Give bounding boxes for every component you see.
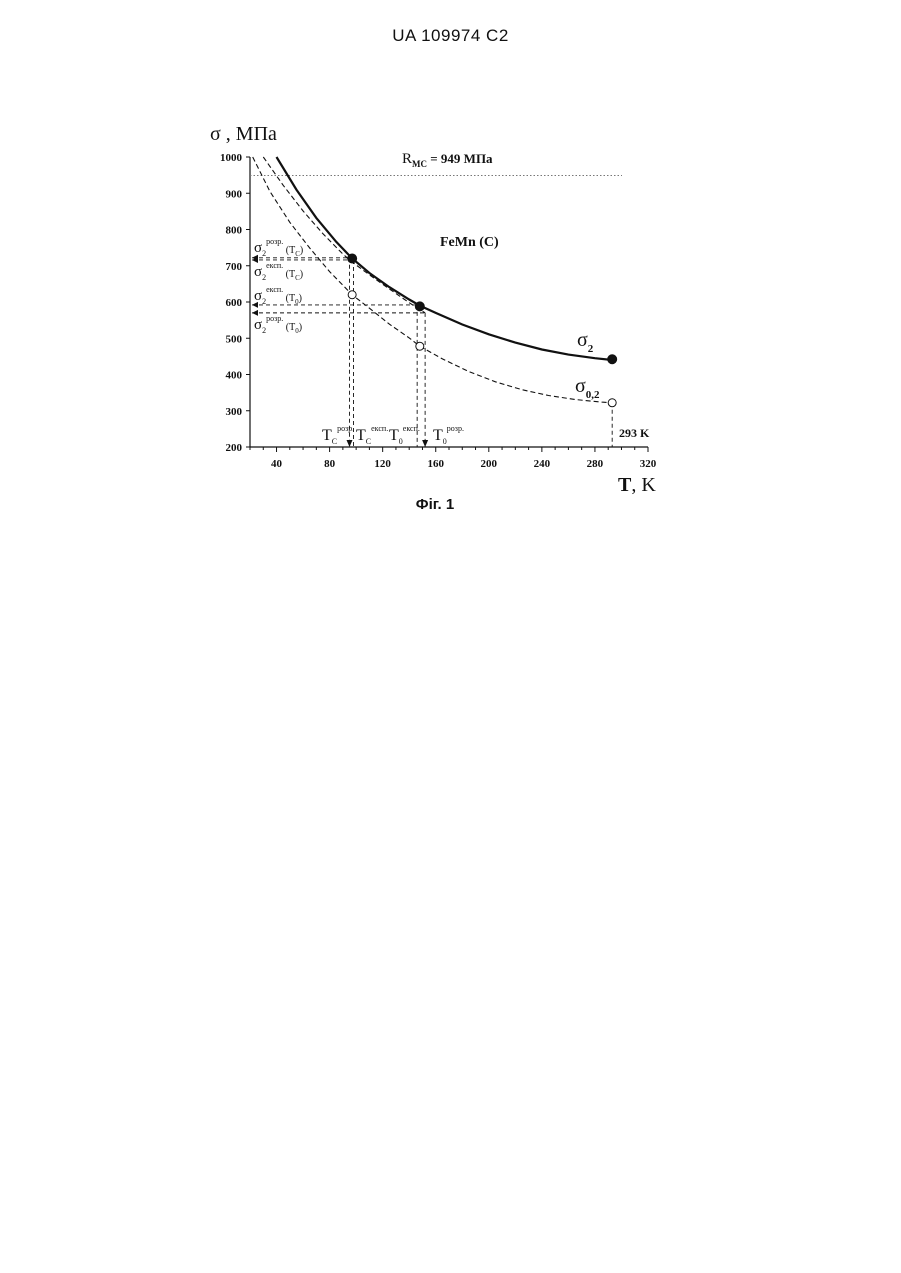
guide-label: T0розр.: [433, 424, 464, 446]
data-point-open: [416, 342, 424, 350]
x-tick-label: 160: [427, 458, 444, 470]
guide-arrowhead: [347, 440, 353, 447]
y-axis-title: σ , МПа: [210, 123, 277, 145]
guide-arrowhead: [422, 440, 428, 447]
y-tick-label: 600: [226, 297, 243, 309]
x-tick-label: 120: [374, 458, 391, 470]
figure-caption: Фіг. 1: [0, 496, 870, 513]
guide-label: σ2розр. (TC): [254, 237, 303, 258]
y-tick-label: 700: [226, 261, 243, 273]
y-tick-label: 400: [226, 370, 243, 382]
x-tick-label: 40: [271, 458, 283, 470]
series-line: [263, 157, 425, 313]
guide-label: σ2розр. (T0): [254, 314, 302, 335]
guide-arrowhead: [252, 310, 258, 316]
guide-label: σ2експ. (T0): [254, 285, 302, 306]
data-point-open: [348, 291, 356, 299]
x-axis-title: T, K: [618, 474, 656, 496]
guide-label: T0експ.: [389, 424, 420, 446]
y-tick-label: 1000: [220, 152, 243, 164]
series-line: [253, 157, 613, 403]
data-point-filled: [608, 355, 617, 364]
reference-line-label: RMC = 949 МПа: [402, 151, 493, 169]
y-tick-label: 900: [226, 188, 243, 200]
x-tick-label: 240: [534, 458, 551, 470]
series-label: σ0,2: [575, 375, 600, 401]
series-label: σ2: [577, 329, 594, 355]
x-tick-label: 200: [481, 458, 498, 470]
y-tick-label: 300: [226, 406, 243, 418]
y-tick-label: 200: [226, 442, 243, 454]
material-label: FeMn (C): [440, 235, 499, 250]
x-tick-label: 80: [324, 458, 336, 470]
guide-label: TCексп.: [356, 424, 388, 446]
data-point-open: [608, 399, 616, 407]
series-line: [277, 157, 613, 360]
x-tick-label: 320: [640, 458, 657, 470]
x-tick-label: 280: [587, 458, 604, 470]
stress-temperature-chart: 200 300 400 500 600 700 800 900 1000 40 80 120 160 20…: [0, 0, 901, 560]
y-tick-label: 800: [226, 225, 243, 237]
annotation-293k: 293 K: [619, 426, 650, 440]
guide-label: σ2експ. (TC): [254, 261, 303, 282]
y-tick-label: 500: [226, 333, 243, 345]
